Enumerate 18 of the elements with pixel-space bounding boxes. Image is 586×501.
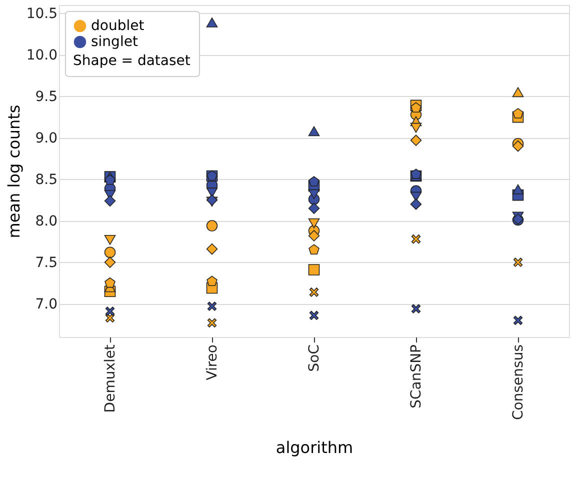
y-tick-label: 7.5 xyxy=(35,254,58,271)
y-tick-label: 9.5 xyxy=(35,88,58,105)
x-tick-label: SoC xyxy=(306,344,322,372)
legend-title: Shape = dataset xyxy=(73,53,191,69)
y-tick-label: 9.0 xyxy=(35,130,58,146)
legend-label: singlet xyxy=(91,34,138,50)
x-tick-label: SCanSNP xyxy=(408,344,424,408)
x-tick-label: Vireo xyxy=(204,344,220,380)
x-axis-title: algorithm xyxy=(276,438,354,457)
legend-label: doublet xyxy=(91,18,145,34)
x-tick-label: Consensus xyxy=(510,344,526,420)
y-tick-label: 8.5 xyxy=(35,172,58,188)
y-tick-label: 10.5 xyxy=(26,6,58,22)
y-tick-label: 8.0 xyxy=(35,213,58,230)
y-tick-label: 7.0 xyxy=(35,296,58,312)
x-tick-label: Demuxlet xyxy=(102,344,118,413)
y-axis-title: mean log counts xyxy=(4,104,24,238)
y-tick-label: 10.0 xyxy=(26,47,58,64)
